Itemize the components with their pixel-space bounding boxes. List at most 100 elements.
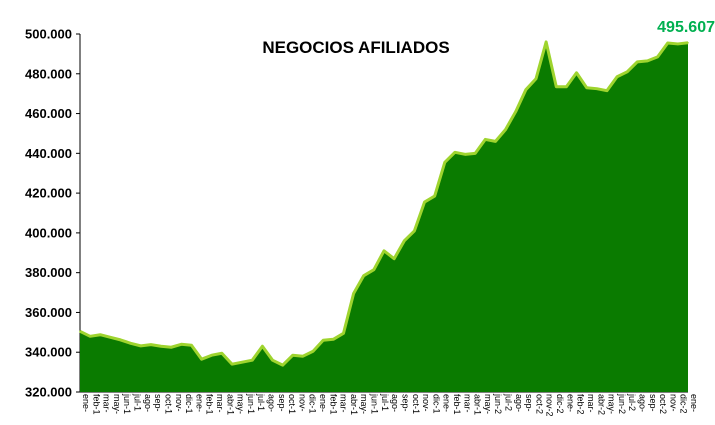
x-tick-label: may- [112, 394, 122, 414]
data-point [444, 161, 446, 164]
x-tick-label: ago- [637, 394, 647, 412]
data-point [362, 274, 365, 277]
x-tick-label: mar- [102, 394, 112, 413]
data-point [210, 354, 213, 357]
x-tick-label: oct-1 [163, 394, 173, 414]
x-tick-label: feb-1 [91, 394, 101, 415]
y-tick-label: 460.000 [25, 106, 72, 121]
data-point [261, 345, 264, 348]
data-point [221, 352, 223, 355]
last-value-label: 495.607 [657, 19, 715, 36]
x-tick-label: ago- [514, 394, 524, 412]
x-tick-label: oct-1 [287, 394, 297, 414]
x-tick-label: dic-2 [555, 394, 565, 414]
x-tick-label: ago- [143, 394, 153, 412]
data-point [474, 152, 477, 155]
data-point [677, 43, 679, 45]
chart-title: NEGOCIOS AFILIADOS [262, 38, 449, 57]
data-point [454, 151, 456, 154]
data-point [504, 128, 507, 131]
x-axis-labels: ene-feb-1 mar-may-jun-1 jul-1 ago-sep-oct-1… [81, 393, 699, 417]
x-tick-label: ene- [442, 394, 452, 412]
x-tick-label: ago- [390, 394, 400, 412]
x-tick-label: abr-2 [596, 394, 606, 415]
data-point [79, 330, 81, 333]
x-tick-label: jul-1 [380, 393, 390, 411]
y-tick-label: 360.000 [25, 305, 72, 320]
data-point [464, 153, 466, 156]
x-tick-label: feb-2 [576, 394, 586, 415]
x-tick-label: abr-1 [349, 394, 359, 415]
data-point [606, 89, 608, 92]
data-point [585, 86, 588, 89]
x-tick-label: abr-1 [225, 394, 235, 415]
x-tick-label: jul-1 [256, 393, 266, 411]
x-tick-label: mar- [462, 394, 472, 413]
x-tick-label: may- [483, 394, 493, 414]
data-point [200, 358, 203, 360]
x-tick-label: jun-1 [246, 393, 256, 414]
data-point [525, 88, 527, 91]
y-tick-label: 440.000 [25, 146, 72, 161]
x-tick-label: mar- [586, 394, 596, 413]
data-point [433, 195, 436, 197]
data-point [545, 41, 547, 43]
data-point [119, 339, 122, 341]
x-tick-label: sep- [524, 394, 534, 412]
data-point [636, 61, 639, 63]
area-fill [80, 41, 688, 393]
x-tick-label: oct-2 [658, 394, 668, 414]
data-point [687, 41, 689, 44]
y-tick-label: 500.000 [25, 27, 72, 42]
x-tick-label: jul-2 [504, 393, 514, 411]
data-point [565, 85, 568, 88]
data-point [616, 75, 618, 78]
data-point [352, 292, 355, 295]
data-point [150, 343, 152, 346]
data-point [342, 332, 345, 335]
x-tick-label: oct-1 [411, 394, 421, 414]
data-point [666, 42, 669, 44]
data-point [89, 335, 91, 338]
x-tick-label: mar- [339, 394, 349, 413]
x-tick-label: ene- [565, 394, 575, 412]
y-tick-label: 320.000 [25, 385, 72, 400]
x-tick-label: feb-1 [205, 394, 215, 415]
data-point [231, 363, 233, 365]
data-point [281, 364, 284, 366]
data-point [109, 336, 112, 339]
data-point [413, 230, 416, 232]
data-point [626, 70, 628, 73]
data-point [292, 354, 294, 357]
data-point [180, 343, 183, 346]
data-point [575, 71, 578, 74]
x-tick-label: sep- [648, 394, 658, 412]
x-tick-label: feb-1 [452, 394, 462, 415]
x-tick-label: abr-1 [473, 394, 483, 415]
x-tick-label: ene- [81, 394, 91, 412]
data-point [596, 87, 598, 90]
x-tick-label: ene- [689, 394, 699, 412]
x-tick-label: feb-1 [328, 394, 338, 415]
x-tick-label: dic-1 [308, 394, 318, 414]
data-point [99, 333, 102, 336]
x-tick-label: dic-1 [184, 394, 194, 414]
data-point [140, 345, 142, 347]
x-tick-label: sep- [153, 394, 163, 412]
data-point [251, 359, 254, 361]
data-point [555, 85, 558, 88]
data-point [383, 249, 385, 252]
series-area [79, 40, 689, 393]
data-point [129, 342, 132, 345]
data-point [403, 240, 406, 242]
data-point [160, 345, 162, 348]
data-point [535, 77, 537, 80]
x-tick-label: jun-1 [122, 393, 132, 414]
data-point [302, 355, 304, 358]
y-tick-label: 420.000 [25, 186, 72, 201]
data-point [241, 361, 243, 363]
data-point [271, 359, 274, 361]
y-tick-label: 400.000 [25, 225, 72, 240]
